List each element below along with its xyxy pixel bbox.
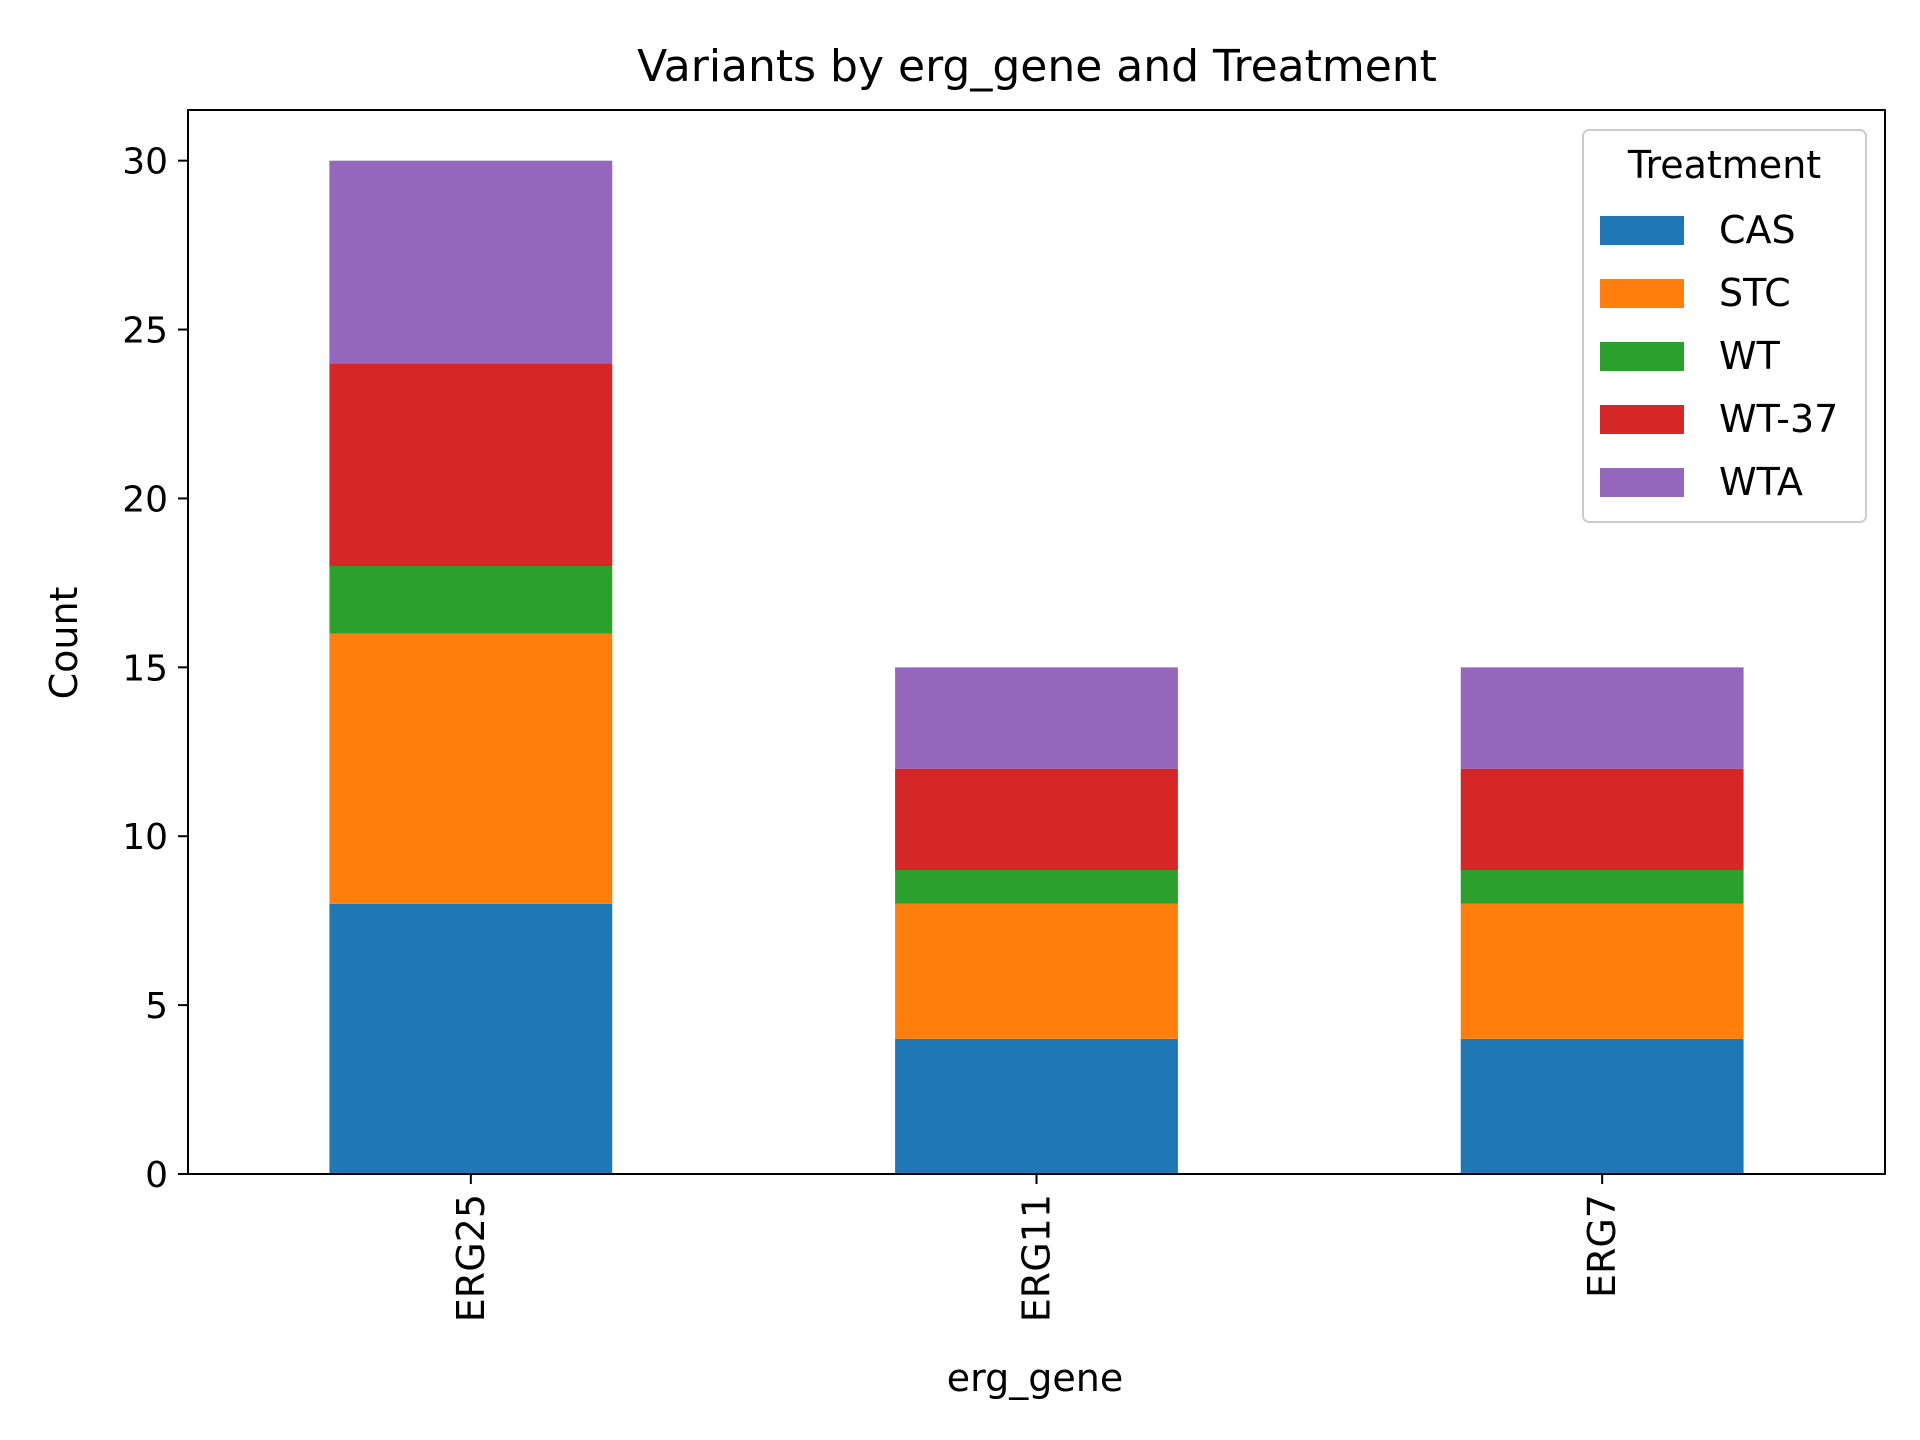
y-tick-label: 20 bbox=[122, 479, 168, 520]
legend-swatch-stc bbox=[1600, 279, 1684, 308]
legend-swatch-wt-37 bbox=[1600, 405, 1684, 434]
chart-title: Variants by erg_gene and Treatment bbox=[637, 41, 1437, 92]
legend-swatch-cas bbox=[1600, 216, 1684, 245]
y-tick-label: 5 bbox=[145, 986, 168, 1027]
y-tick-label: 30 bbox=[122, 142, 168, 183]
x-tick-label: ERG25 bbox=[449, 1194, 493, 1322]
legend-label-cas: CAS bbox=[1719, 208, 1796, 252]
bar-erg25-wt-37 bbox=[329, 363, 613, 566]
x-tick-label: ERG7 bbox=[1580, 1194, 1624, 1298]
bar-erg7-cas bbox=[1460, 1038, 1744, 1174]
legend-label-wt-37: WT-37 bbox=[1719, 397, 1838, 441]
legend-label-wta: WTA bbox=[1719, 460, 1803, 504]
legend-label-wt: WT bbox=[1719, 334, 1781, 378]
bar-erg7-wta bbox=[1460, 667, 1744, 769]
axes-layer: 0 5 10 15 20 25 30 ERG25 ERG11 ERG7 bbox=[122, 109, 1886, 1322]
y-axis-label: Count bbox=[42, 587, 86, 700]
y-tick-label: 0 bbox=[145, 1155, 168, 1196]
legend-swatch-wta bbox=[1600, 468, 1684, 497]
x-axis-label: erg_gene bbox=[947, 1356, 1123, 1400]
bar-erg11-wt bbox=[895, 870, 1178, 904]
legend-label-stc: STC bbox=[1719, 271, 1791, 315]
bar-erg7-wt-37 bbox=[1460, 768, 1744, 870]
bar-erg25-cas bbox=[329, 903, 613, 1174]
bar-erg25-wta bbox=[329, 160, 613, 364]
bar-erg11-stc bbox=[895, 903, 1178, 1039]
legend: Treatment CAS STC WT WT-37 WTA bbox=[1582, 129, 1867, 523]
y-tick-label: 25 bbox=[122, 311, 168, 352]
legend-title: Treatment bbox=[1627, 143, 1821, 187]
bar-erg11-cas bbox=[895, 1038, 1178, 1174]
bars-layer bbox=[329, 160, 1744, 1174]
legend-swatch-wt bbox=[1600, 342, 1684, 371]
x-tick-label: ERG11 bbox=[1015, 1194, 1059, 1322]
bar-erg7-wt bbox=[1460, 870, 1744, 904]
bar-erg11-wta bbox=[895, 667, 1178, 769]
y-tick-label: 15 bbox=[122, 648, 168, 689]
bar-erg7-stc bbox=[1460, 903, 1744, 1039]
bar-erg25-stc bbox=[329, 633, 613, 904]
bar-erg11-wt-37 bbox=[895, 768, 1178, 870]
bar-erg25-wt bbox=[329, 566, 613, 634]
y-tick-label: 10 bbox=[122, 817, 168, 858]
